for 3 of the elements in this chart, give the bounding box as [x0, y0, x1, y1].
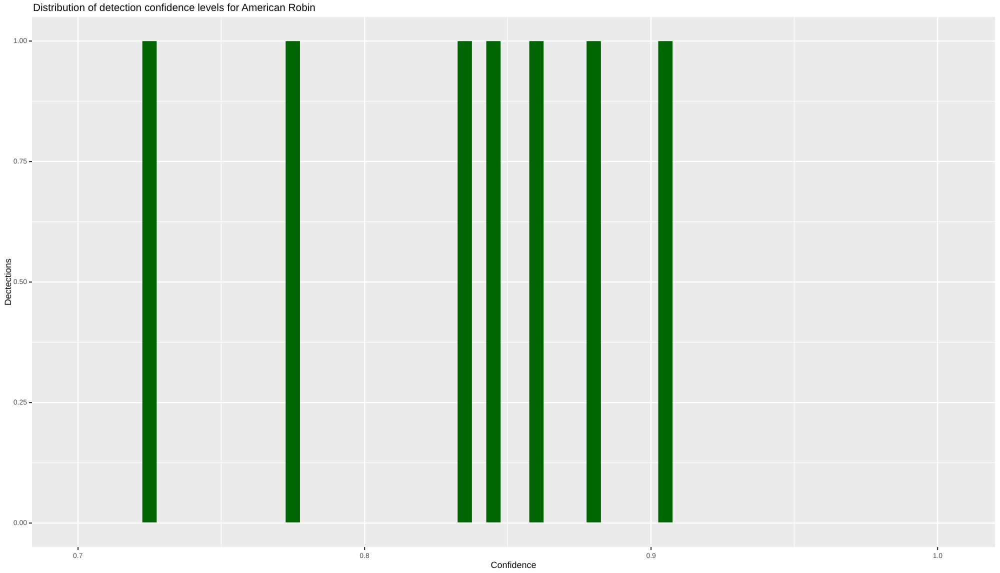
x-axis-title: Confidence: [490, 560, 536, 570]
y-axis-title: Dectections: [2, 258, 13, 306]
chart-title: Distribution of detection confidence levels for American Robin: [33, 2, 316, 15]
